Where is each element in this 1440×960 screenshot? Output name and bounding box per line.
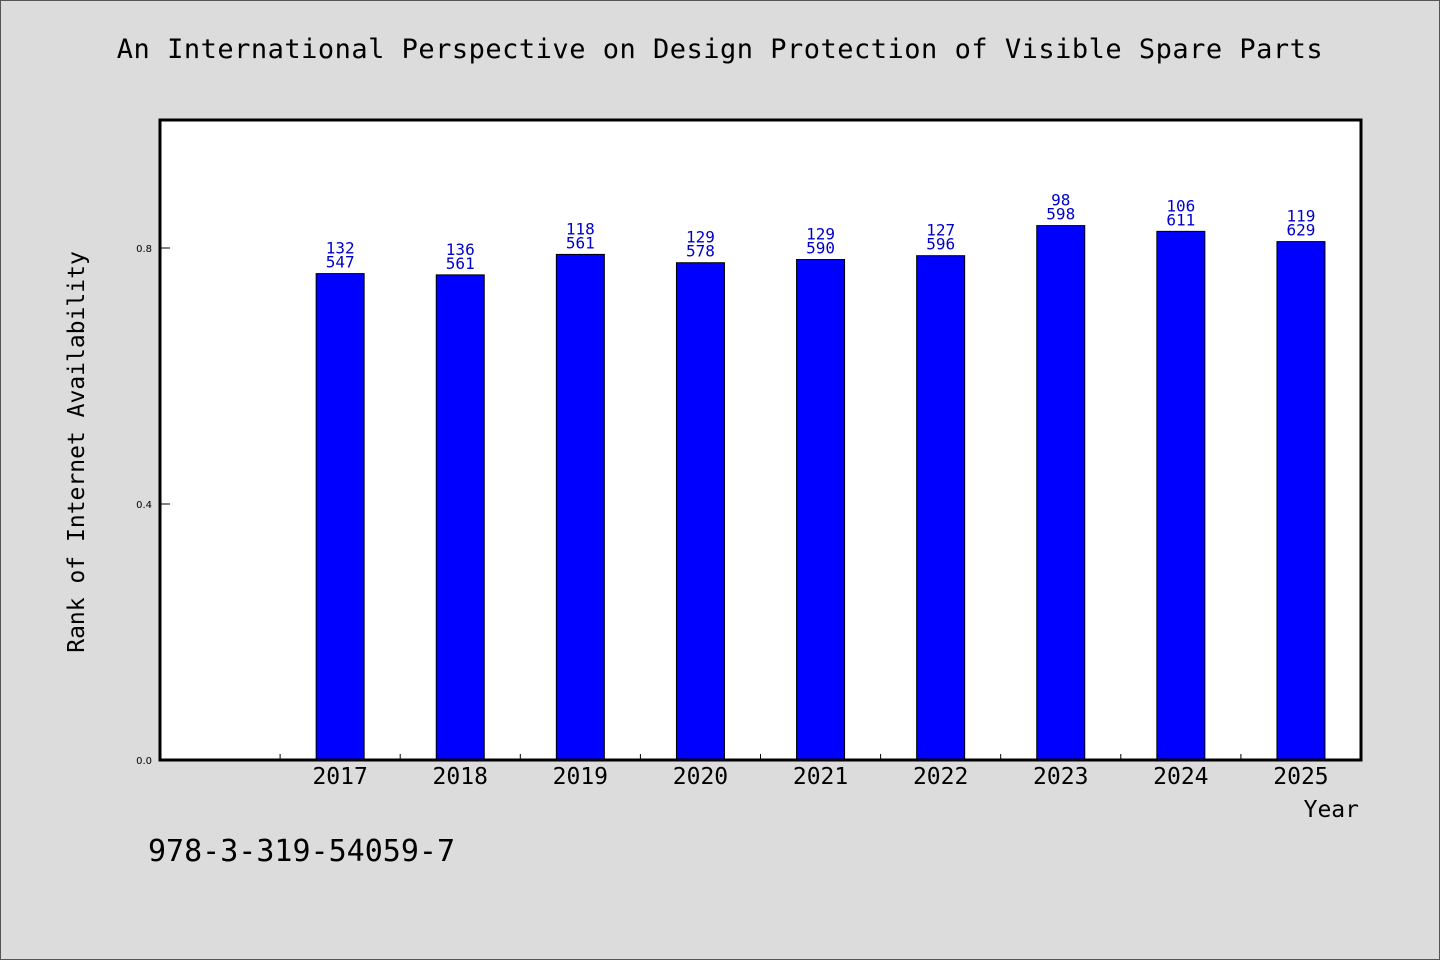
x-tick-label-2018: 2018	[433, 764, 488, 790]
chart-title: An International Perspective on Design P…	[116, 34, 1324, 65]
data-label-top-2019: 118	[566, 219, 595, 238]
bar-2018	[435, 274, 485, 761]
plot-border	[158, 118, 1363, 762]
data-label-bottom-2025: 629	[1286, 221, 1315, 240]
data-label-bottom-2024: 611	[1166, 210, 1195, 229]
bars-group	[315, 225, 1326, 761]
x-tick-label-2022: 2022	[913, 764, 968, 790]
bar-2025	[1276, 241, 1326, 761]
data-label-top-2023: 98	[1051, 191, 1070, 210]
data-label-top-2024: 106	[1166, 196, 1195, 215]
x-tick-label-2024: 2024	[1153, 764, 1208, 790]
data-label-bottom-2020: 578	[686, 242, 715, 261]
x-axis: 2017 2018 2019 2020 2021 2022 2023 2024 2025	[279, 754, 1329, 790]
data-label-top-2022: 127	[926, 221, 955, 240]
y-tick-label: 0.8	[136, 244, 152, 255]
data-label-top-2021: 129	[806, 225, 835, 244]
y-tick-label: 0.4	[136, 500, 152, 511]
x-tick-label-2023: 2023	[1033, 764, 1088, 790]
data-label-bottom-2019: 561	[566, 233, 595, 252]
x-tick-label-2017: 2017	[312, 764, 367, 790]
data-label-top-2020: 129	[686, 228, 715, 247]
bar-2021	[796, 259, 846, 761]
x-tick-label-2020: 2020	[673, 764, 728, 790]
data-label-top-2018: 136	[446, 240, 475, 259]
data-label-bottom-2021: 590	[806, 239, 835, 258]
data-label-top-2017: 132	[326, 239, 355, 258]
y-tick-label: 0.0	[136, 756, 152, 767]
data-label-bottom-2023: 598	[1046, 205, 1075, 224]
bar-2023	[1036, 225, 1086, 761]
x-axis-label: Year	[1304, 797, 1359, 823]
data-label-bottom-2017: 547	[326, 253, 355, 272]
bar-2022	[916, 255, 966, 761]
isbn-label: 978-3-319-54059-7	[148, 834, 456, 869]
data-label-bottom-2018: 561	[446, 254, 475, 273]
x-tick-label-2021: 2021	[793, 764, 848, 790]
y-axis-label: Rank of Internet Availability	[64, 251, 90, 653]
bar-2019	[555, 253, 605, 761]
bar-2017	[315, 273, 365, 761]
data-label-top-2025: 119	[1286, 207, 1315, 226]
bar-2024	[1156, 230, 1206, 761]
x-tick-label-2025: 2025	[1273, 764, 1328, 790]
bar-2020	[675, 262, 725, 761]
x-tick-label-2019: 2019	[553, 764, 608, 790]
data-label-bottom-2022: 596	[926, 235, 955, 254]
